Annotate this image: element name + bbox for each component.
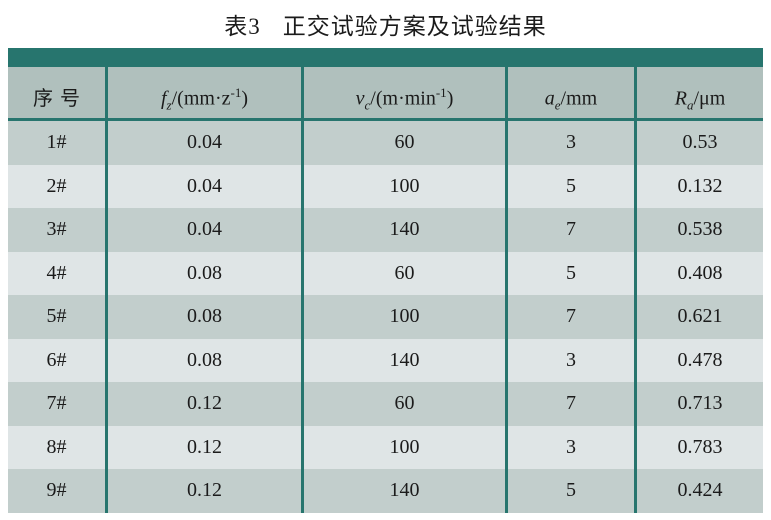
header-sub: z	[166, 97, 172, 113]
body-cell: 0.04	[105, 164, 301, 208]
header-cell-1: fz/(mm·z-1)	[105, 67, 301, 118]
body-cell: 100	[301, 295, 505, 339]
body-cell: 0.478	[634, 338, 763, 382]
body-cell: 140	[301, 469, 505, 513]
header-sub: c	[364, 97, 371, 113]
body-cell: 0.53	[634, 121, 763, 165]
header-sub: a	[686, 97, 694, 113]
body-cell: 6#	[46, 348, 67, 371]
header-cell-4: Ra/μm	[634, 67, 763, 118]
table-body: 1# 0.04 60 3 0.53 2# 0.04 100 5 0.132 3# 0.04 140 7 0.…	[8, 121, 763, 513]
body-cell: 0.08	[105, 338, 301, 382]
table-row: 8# 0.12 100 3 0.783	[8, 425, 763, 469]
header-cell-3: ae/mm	[505, 67, 634, 118]
table-row: 7# 0.12 60 7 0.713	[8, 382, 763, 426]
body-cell: 100	[301, 425, 505, 469]
body-cell: 0.08	[105, 295, 301, 339]
table-row: 2# 0.04 100 5 0.132	[8, 164, 763, 208]
body-cell: 3#	[46, 218, 67, 240]
body-cell: 100	[301, 164, 505, 208]
header-sup: -1	[230, 85, 242, 100]
header-var: R	[674, 87, 687, 110]
body-cell: 140	[301, 208, 505, 252]
table-row: 4# 0.08 60 5 0.408	[8, 251, 763, 295]
body-cell: 0.12	[105, 382, 301, 426]
table-caption-label: 表3	[224, 14, 261, 39]
header-post: )	[241, 87, 248, 110]
header-pre: /μm	[693, 87, 726, 110]
body-cell: 0.783	[634, 425, 763, 469]
table-top-rule	[8, 48, 763, 67]
body-cell: 0.12	[105, 425, 301, 469]
body-cell: 60	[301, 251, 505, 295]
header-sup: -1	[435, 85, 447, 100]
body-cell: 0.713	[634, 382, 763, 426]
header-var: a	[544, 87, 555, 110]
header-var: v	[355, 87, 365, 110]
header-row: 序号 fz/(mm·z-1) vc/(m·min-1) ae/mm Ra/μm	[8, 67, 763, 121]
header-cell-0: 序号	[8, 67, 105, 118]
body-cell: 60	[301, 382, 505, 426]
header-post: )	[446, 87, 454, 110]
table-caption: 表3 正交试验方案及试验结果	[0, 0, 771, 48]
body-cell: 9#	[46, 479, 67, 501]
body-cell: 0.408	[634, 251, 763, 295]
header-pre: /(mm·z	[171, 87, 231, 110]
body-cell: 0.04	[105, 208, 301, 252]
body-cell: 7	[505, 382, 634, 426]
header-sub: e	[554, 97, 561, 113]
table-row: 9# 0.12 140 5 0.424	[8, 469, 763, 513]
body-cell: 0.538	[634, 208, 763, 252]
body-cell: 8#	[46, 435, 67, 458]
body-cell: 140	[301, 338, 505, 382]
body-cell: 3	[505, 338, 634, 382]
body-cell: 60	[301, 121, 505, 165]
table-row: 1# 0.04 60 3 0.53	[8, 121, 763, 165]
body-cell: 5	[505, 251, 634, 295]
body-cell: 7#	[46, 392, 67, 414]
body-cell: 0.132	[634, 164, 763, 208]
body-cell: 1#	[46, 131, 67, 153]
body-cell: 5#	[46, 305, 67, 327]
body-cell: 0.621	[634, 295, 763, 339]
header-var: f	[160, 87, 167, 110]
body-cell: 0.04	[105, 121, 301, 165]
table-row: 3# 0.04 140 7 0.538	[8, 208, 763, 252]
body-cell: 5	[505, 469, 634, 513]
table-caption-title: 正交试验方案及试验结果	[282, 14, 547, 39]
header-pre: /(m·min	[370, 87, 436, 110]
body-cell: 3	[505, 425, 634, 469]
body-cell: 3	[505, 121, 634, 165]
body-cell: 2#	[46, 174, 67, 197]
body-cell: 0.424	[634, 469, 763, 513]
table-row: 6# 0.08 140 3 0.478	[8, 338, 763, 382]
header-cell-2: vc/(m·min-1)	[301, 67, 505, 118]
table-row: 5# 0.08 100 7 0.621	[8, 295, 763, 339]
body-cell: 4#	[46, 261, 67, 284]
body-cell: 0.12	[105, 469, 301, 513]
orthogonal-test-table: 序号 fz/(mm·z-1) vc/(m·min-1) ae/mm Ra/μm 1# 0.…	[8, 48, 763, 513]
body-cell: 7	[505, 295, 634, 339]
body-cell: 5	[505, 164, 634, 208]
header-pre: /mm	[560, 87, 598, 110]
body-cell: 0.08	[105, 251, 301, 295]
header-var: 序号	[33, 87, 87, 110]
body-cell: 7	[505, 208, 634, 252]
